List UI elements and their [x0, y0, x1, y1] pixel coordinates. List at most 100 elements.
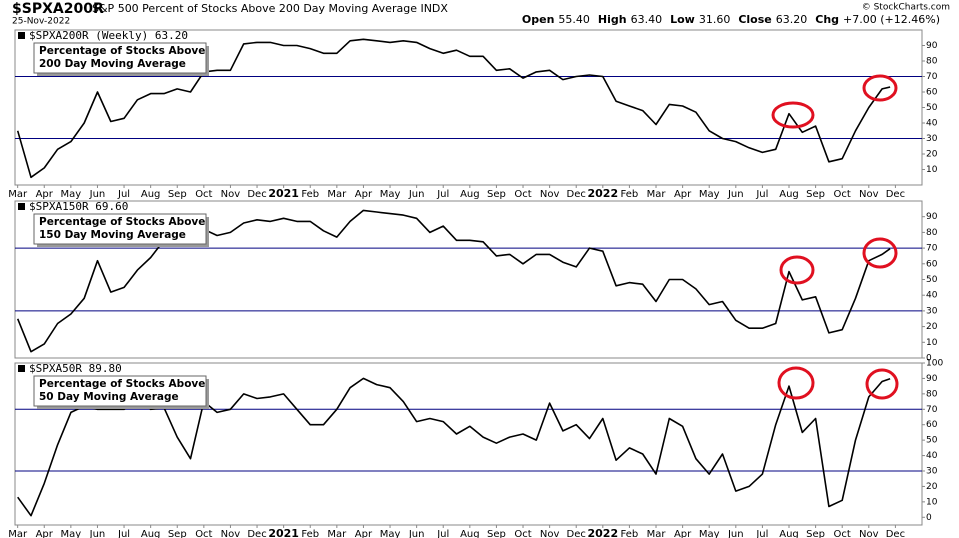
x-tick-label: Mar: [647, 189, 667, 200]
legend-text: 200 Day Moving Average: [39, 58, 186, 70]
y-tick-label: 40: [926, 291, 938, 301]
stat-value: 55.40: [558, 13, 590, 26]
stat-value: +7.00 (+12.46%): [843, 13, 940, 26]
y-tick-label: 20: [926, 322, 938, 332]
x-tick-label: May: [61, 529, 82, 538]
highlight: [777, 366, 815, 400]
x-tick-label: 2021: [268, 527, 299, 538]
label-marker: [18, 32, 25, 39]
panel-label: $SPXA50R 89.80: [29, 362, 122, 375]
y-tick-label: 60: [926, 88, 938, 98]
x-tick-label: Apr: [674, 189, 692, 200]
x-tick-label: Sep: [487, 529, 506, 538]
x-tick-label: Jun: [408, 529, 425, 538]
y-tick-label: 90: [926, 212, 938, 222]
highlight: [862, 237, 898, 269]
stat-value: 63.20: [776, 13, 808, 26]
x-tick-label: Nov: [540, 529, 560, 538]
x-tick-label: 2022: [588, 527, 619, 538]
x-tick-label: Sep: [168, 189, 187, 200]
x-tick-label: Jul: [755, 529, 768, 538]
y-tick-label: 50: [926, 436, 938, 446]
description: S&P 500 Percent of Stocks Above 200 Day …: [92, 2, 448, 15]
y-tick-label: 70: [926, 405, 938, 415]
y-tick-label: 30: [926, 134, 938, 144]
y-tick-label: 70: [926, 72, 938, 82]
date: 25-Nov-2022: [12, 17, 70, 27]
x-tick-label: Oct: [514, 189, 531, 200]
x-tick-label: Jun: [727, 189, 744, 200]
x-tick-label: Dec: [247, 529, 266, 538]
stat-label: Open: [522, 13, 555, 26]
stat-label: Low: [670, 13, 695, 26]
stat-label: Chg: [815, 13, 839, 26]
y-tick-label: 30: [926, 306, 938, 316]
x-tick-label: Jul: [436, 529, 449, 538]
x-tick-label: Feb: [621, 189, 639, 200]
stat-label: High: [598, 13, 627, 26]
x-tick-label: May: [380, 189, 401, 200]
legend-box: [33, 375, 207, 407]
symbol: $SPXA200R: [12, 1, 104, 17]
x-tick-label: Apr: [674, 529, 692, 538]
y-tick-label: 60: [926, 420, 938, 430]
x-tick-label: Mar: [8, 189, 28, 200]
highlight: [779, 255, 815, 285]
x-tick-label: May: [699, 189, 720, 200]
label-marker: [18, 365, 25, 372]
legend-text: 50 Day Moving Average: [39, 391, 179, 403]
x-tick-label: 2021: [268, 187, 299, 200]
x-tick-label: Aug: [779, 189, 799, 200]
legend-box: [33, 42, 207, 74]
stat-label: Close: [738, 13, 771, 26]
x-tick-label: Jul: [117, 529, 130, 538]
panel-label: $SPXA200R (Weekly) 63.20: [29, 29, 188, 42]
x-tick-label: Sep: [487, 189, 506, 200]
x-tick-label: Jul: [117, 189, 130, 200]
y-tick-label: 40: [926, 119, 938, 129]
x-tick-label: Oct: [514, 529, 531, 538]
panel-label: $SPXA150R 69.60: [29, 200, 128, 213]
highlight: [865, 368, 899, 400]
legend-text: Percentage of Stocks Above: [39, 378, 205, 390]
y-tick-label: 10: [926, 338, 938, 348]
x-tick-label: Feb: [301, 189, 319, 200]
x-tick-label: Aug: [460, 529, 480, 538]
x-tick-label: Oct: [834, 189, 851, 200]
y-tick-label: 50: [926, 103, 938, 113]
x-tick-label: Nov: [859, 189, 879, 200]
x-tick-label: Apr: [355, 529, 373, 538]
x-tick-label: Aug: [141, 529, 161, 538]
x-tick-label: Jun: [408, 189, 425, 200]
x-tick-label: Apr: [36, 529, 54, 538]
x-tick-label: Dec: [886, 529, 905, 538]
x-tick-label: Mar: [327, 189, 347, 200]
y-tick-label: 0: [926, 354, 932, 364]
x-tick-label: May: [61, 189, 82, 200]
stat-value: 31.60: [699, 13, 731, 26]
x-tick-label: May: [380, 529, 401, 538]
highlight-circles: [771, 74, 899, 400]
x-tick-label: Mar: [327, 529, 347, 538]
x-tick-label: Dec: [247, 189, 266, 200]
highlight: [771, 101, 815, 129]
y-tick-label: 60: [926, 259, 938, 269]
x-tick-label: Aug: [779, 529, 799, 538]
y-tick-label: 50: [926, 275, 938, 285]
x-tick-label: Nov: [221, 529, 241, 538]
x-tick-label: Jul: [436, 189, 449, 200]
x-tick-label: Feb: [621, 529, 639, 538]
x-tick-label: Nov: [221, 189, 241, 200]
x-tick-label: Aug: [460, 189, 480, 200]
y-tick-label: 40: [926, 451, 938, 461]
x-tick-label: Dec: [567, 529, 586, 538]
x-tick-label: Oct: [195, 529, 212, 538]
stat-value: 63.40: [631, 13, 663, 26]
x-tick-label: Dec: [567, 189, 586, 200]
x-tick-label: Feb: [301, 529, 319, 538]
x-tick-label: Mar: [8, 529, 28, 538]
legend-box: [33, 213, 207, 245]
x-tick-label: Sep: [806, 529, 825, 538]
x-tick-label: Apr: [355, 189, 373, 200]
x-tick-label: Oct: [834, 529, 851, 538]
